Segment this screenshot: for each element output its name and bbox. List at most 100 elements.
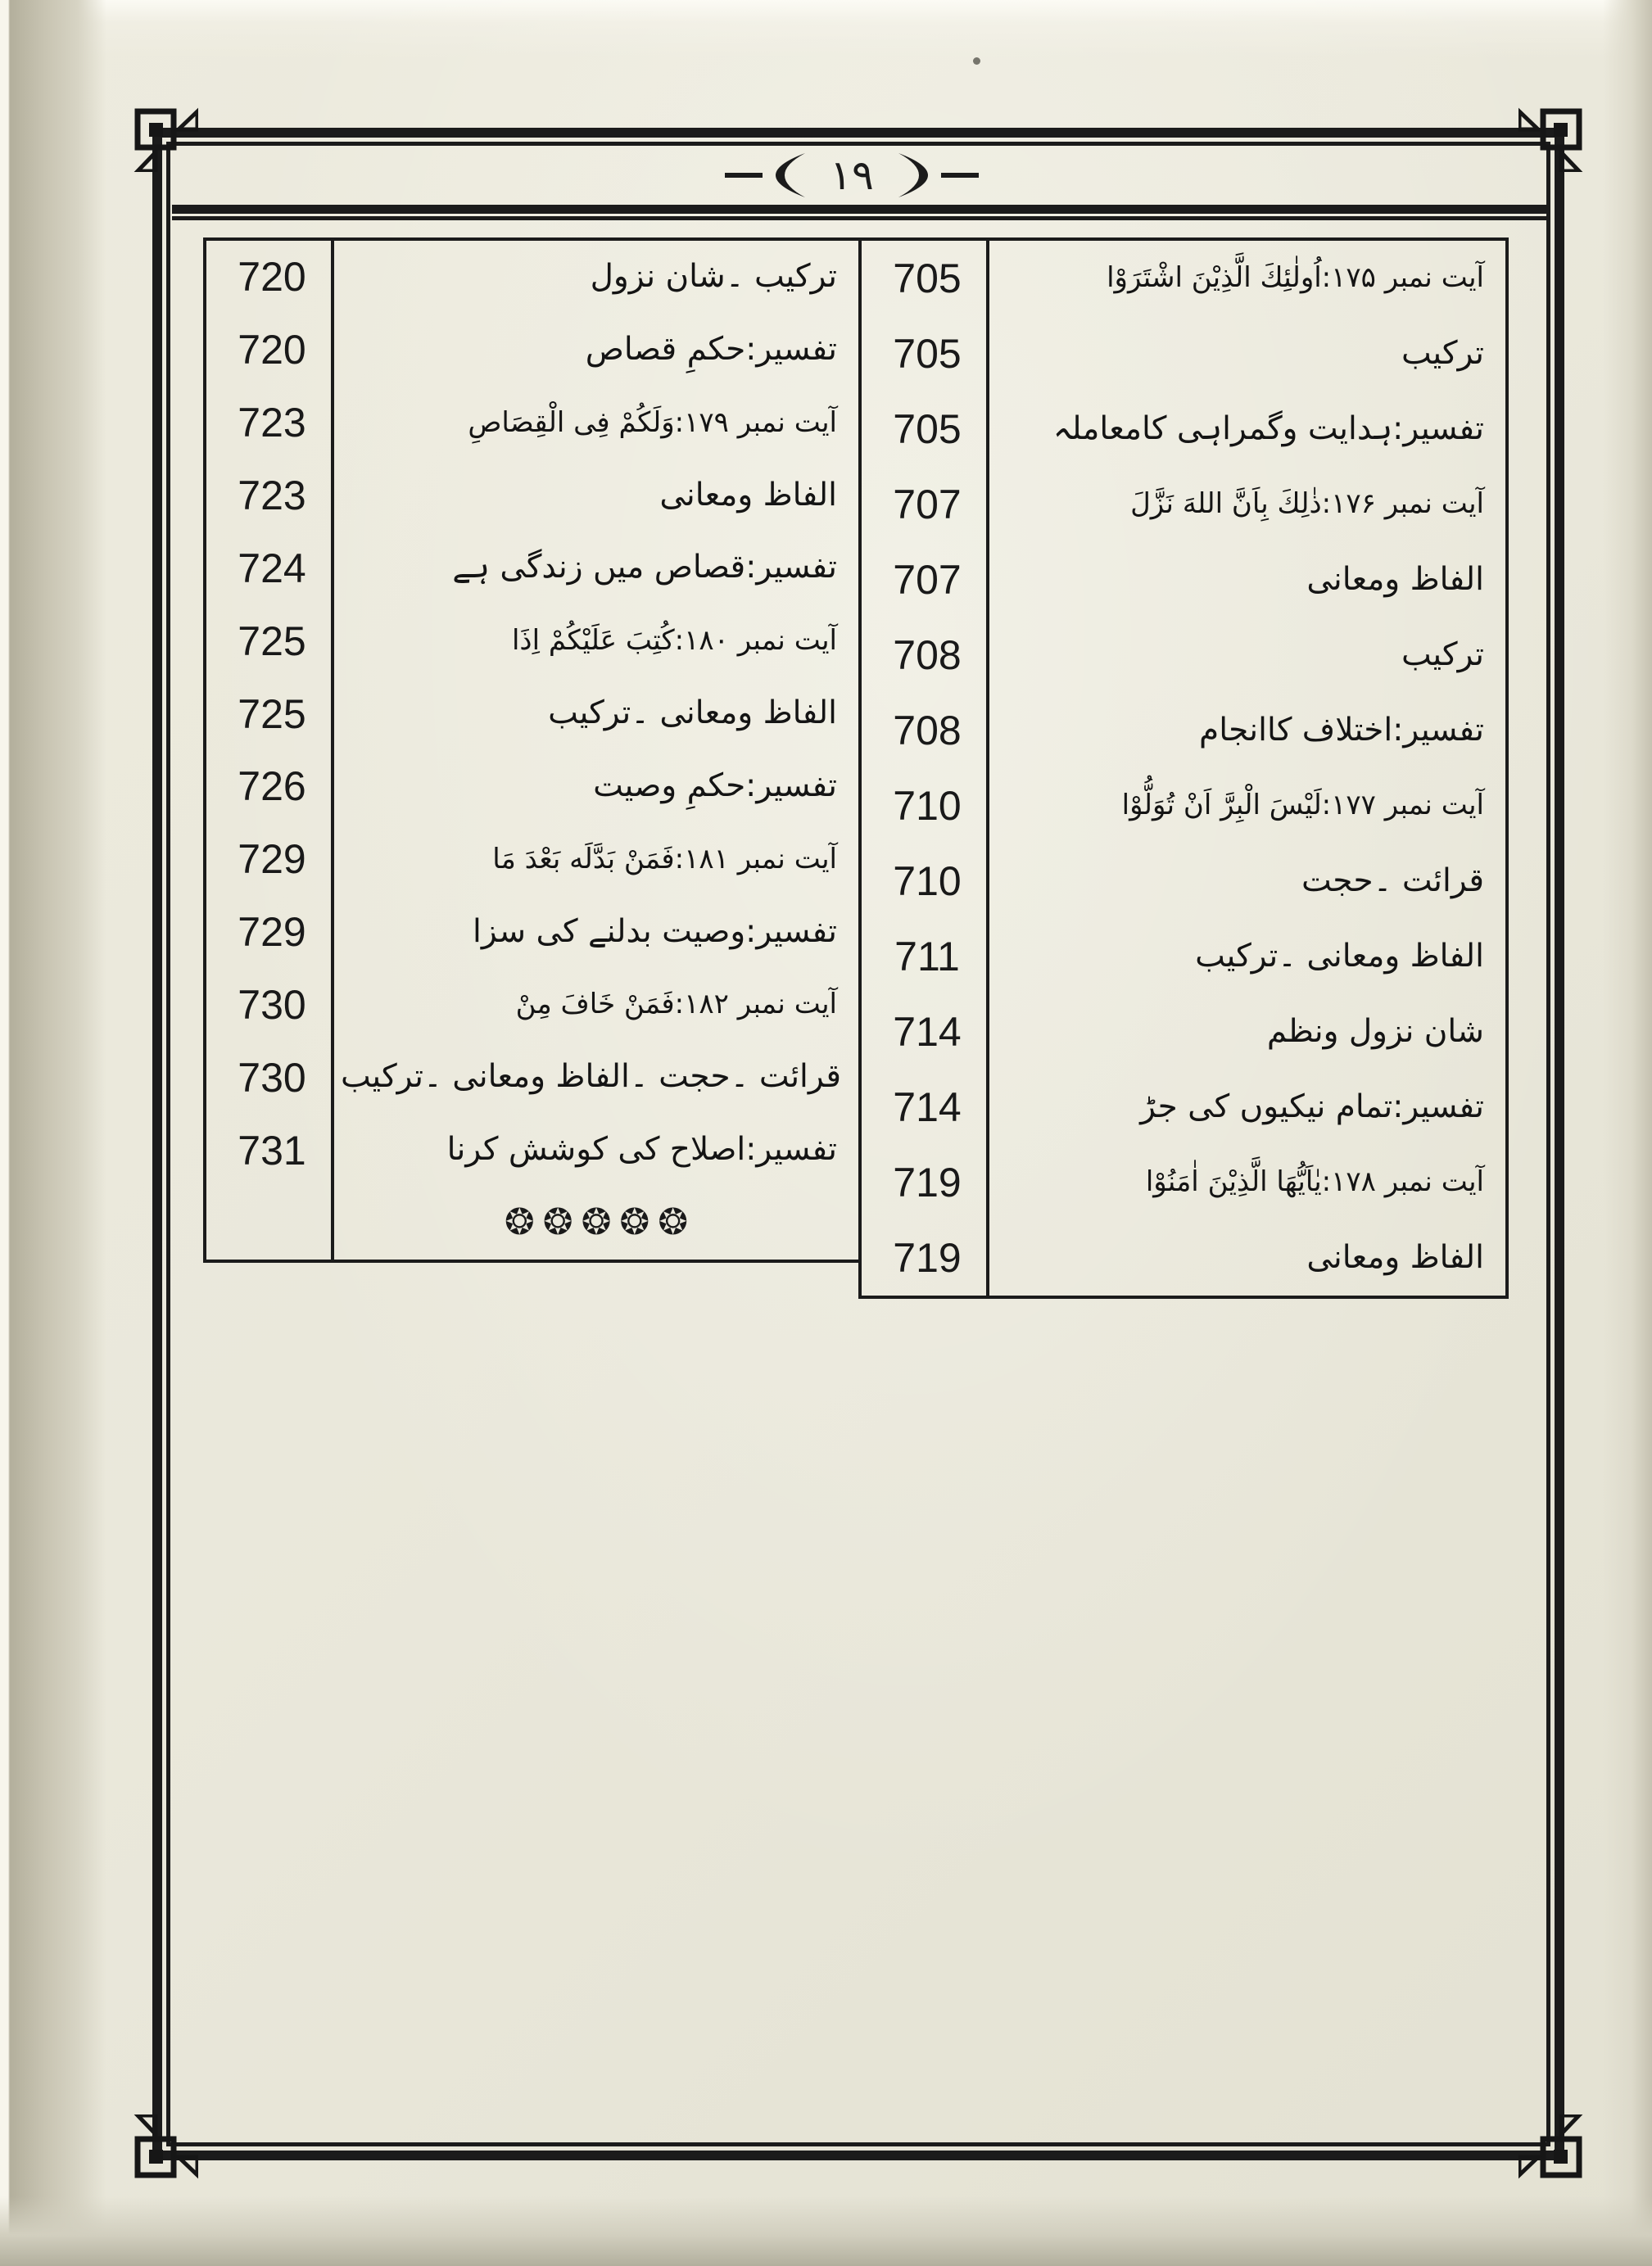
toc-row: 711 الفاظ ومعانی ۔ترکیب bbox=[862, 919, 1505, 994]
toc-page-number: 714 bbox=[893, 1084, 962, 1130]
toc-row: 719 آیت نمبر ۱۷۸:یٰاَیُّهَا الَّذِیْنَ اٰ… bbox=[862, 1145, 1505, 1220]
page-header: ۱۹ bbox=[680, 149, 1024, 201]
scan-speck bbox=[973, 57, 980, 65]
toc-entry-title: آیت نمبر ۱۷۹:وَلَكُمْ فِی الْقِصَاصِ bbox=[468, 405, 837, 439]
toc-table-right-section: 705 آیت نمبر ۱۷۵:اُولٰئِكَ الَّذِیْنَ اشْ… bbox=[858, 237, 1509, 1299]
toc-page-number: 707 bbox=[893, 557, 962, 603]
toc-page-number: 705 bbox=[893, 331, 962, 377]
toc-row: 725 الفاظ ومعانی ۔ترکیب bbox=[206, 677, 858, 750]
toc-entry-title: الفاظ ومعانی bbox=[659, 476, 837, 513]
toc-entry-title: تفسیر:حکمِ قصاص bbox=[585, 330, 837, 368]
toc-row: 726 تفسیر:حکمِ وصیت bbox=[206, 750, 858, 823]
toc-entry-title: آیت نمبر ۱۸۲:فَمَنْ خَافَ مِنْ bbox=[515, 988, 837, 1021]
toc-entry-title: آیت نمبر ۱۷۶:ذٰلِكَ بِاَنَّ اللهَ نَزَّل… bbox=[1130, 487, 1484, 521]
column-divider bbox=[331, 241, 334, 1260]
toc-row: 708 تفسیر:اختلاف کاانجام bbox=[862, 693, 1505, 768]
toc-page-number: 708 bbox=[893, 708, 962, 753]
toc-row: 705 تفسیر:ہدایت وگمراہی کامعاملہ bbox=[862, 391, 1505, 467]
toc-entry-title: شان نزول ونظم bbox=[1266, 1012, 1484, 1050]
toc-row: 719 الفاظ ومعانی bbox=[862, 1220, 1505, 1296]
toc-entry-title: آیت نمبر ۱۸۱:فَمَنْ بَدَّلَه بَعْدَ مَا bbox=[492, 842, 837, 875]
toc-row: 710 قرائت ۔حجت bbox=[862, 844, 1505, 919]
toc-page-number: 720 bbox=[238, 327, 306, 373]
toc-page-number: 730 bbox=[238, 1054, 306, 1101]
toc-page-number: 708 bbox=[893, 632, 962, 678]
border-corner-square-icon bbox=[133, 2114, 198, 2180]
toc-row: 705 ترکیب bbox=[862, 316, 1505, 391]
toc-page-number: 705 bbox=[893, 406, 962, 452]
toc-entry-title: آیت نمبر ۱۸۰:كُتِبَ عَلَیْكُمْ اِذَا bbox=[511, 624, 837, 658]
toc-row: 720 ترکیب ۔شان نزول bbox=[206, 241, 858, 314]
toc-rows-left: 720 ترکیب ۔شان نزول 720 تفسیر:حکمِ قصاص 723 آ… bbox=[206, 241, 858, 1260]
toc-page-number: 720 bbox=[238, 254, 306, 301]
toc-row: 710 آیت نمبر ۱۷۷:لَیْسَ الْبِرَّ اَنْ تُو… bbox=[862, 768, 1505, 844]
toc-page-number: 726 bbox=[238, 763, 306, 810]
toc-row: 708 ترکیب bbox=[862, 617, 1505, 693]
toc-row: 707 الفاظ ومعانی bbox=[862, 542, 1505, 617]
toc-row: 730 قرائت ۔حجت ۔الفاظ ومعانی ۔ترکیب bbox=[206, 1041, 858, 1114]
page-number: ۱۹ bbox=[830, 152, 874, 199]
toc-page-number: 719 bbox=[893, 1160, 962, 1205]
toc-page-number-empty bbox=[206, 1187, 334, 1260]
toc-entry-title: ترکیب bbox=[1401, 334, 1484, 372]
toc-ornament-row: ❂❂❂❂❂ bbox=[206, 1187, 858, 1260]
eight-pointed-star-icon: ❂❂❂❂❂ bbox=[504, 1201, 697, 1244]
toc-row: 705 آیت نمبر ۱۷۵:اُولٰئِكَ الَّذِیْنَ اشْ… bbox=[862, 241, 1505, 316]
toc-entry-title: الفاظ ومعانی bbox=[1306, 560, 1484, 598]
border-corner-square-icon bbox=[1518, 106, 1584, 172]
toc-page-number: 729 bbox=[238, 909, 306, 956]
decorative-border-frame bbox=[152, 128, 1564, 2160]
toc-rows-right: 705 آیت نمبر ۱۷۵:اُولٰئِكَ الَّذِیْنَ اشْ… bbox=[862, 241, 1505, 1296]
toc-entry-title: الفاظ ومعانی ۔ترکیب bbox=[1195, 937, 1484, 975]
leaf-flourish-icon bbox=[898, 153, 979, 197]
toc-entry-title: آیت نمبر ۱۷۷:لَیْسَ الْبِرَّ اَنْ تُوَلُ… bbox=[1121, 789, 1484, 822]
toc-row: 720 تفسیر:حکمِ قصاص bbox=[206, 314, 858, 387]
toc-entry-title: تفسیر:اصلاح کی کوشش کرنا bbox=[446, 1131, 837, 1169]
toc-entry-title: آیت نمبر ۱۷۵:اُولٰئِكَ الَّذِیْنَ اشْتَر… bbox=[1107, 261, 1484, 295]
toc-row: 724 تفسیر:قصاص میں زندگی ہے bbox=[206, 531, 858, 604]
toc-page-number: 723 bbox=[238, 400, 306, 446]
toc-entry-title: تفسیر:قصاص میں زندگی ہے bbox=[452, 549, 837, 586]
toc-row: 731 تفسیر:اصلاح کی کوشش کرنا bbox=[206, 1114, 858, 1187]
toc-row: 729 آیت نمبر ۱۸۱:فَمَنْ بَدَّلَه بَعْدَ م… bbox=[206, 823, 858, 896]
toc-entry-title: تفسیر:وصیت بدلنے کی سزا bbox=[473, 912, 837, 950]
toc-entry-title: تفسیر:ہدایت وگمراہی کامعاملہ bbox=[1052, 409, 1484, 447]
toc-row: 730 آیت نمبر ۱۸۲:فَمَنْ خَافَ مِنْ bbox=[206, 969, 858, 1042]
toc-table-left-section: 720 ترکیب ۔شان نزول 720 تفسیر:حکمِ قصاص 723 آ… bbox=[203, 237, 858, 1263]
toc-entry-title: تفسیر:اختلاف کاانجام bbox=[1199, 711, 1484, 749]
toc-page-number: 725 bbox=[238, 617, 306, 664]
toc-row: 723 آیت نمبر ۱۷۹:وَلَكُمْ فِی الْقِصَاصِ bbox=[206, 387, 858, 459]
toc-page-number: 711 bbox=[894, 934, 960, 979]
toc-row: 714 شان نزول ونظم bbox=[862, 994, 1505, 1070]
toc-page-number: 705 bbox=[893, 256, 962, 301]
toc-entry-title: آیت نمبر ۱۷۸:یٰاَیُّهَا الَّذِیْنَ اٰمَن… bbox=[1145, 1165, 1484, 1199]
toc-row: 707 آیت نمبر ۱۷۶:ذٰلِكَ بِاَنَّ اللهَ نَز… bbox=[862, 467, 1505, 542]
toc-entry-title: الفاظ ومعانی bbox=[1306, 1238, 1484, 1276]
toc-entry-title: تفسیر:تمام نیکیوں کی جڑ bbox=[1140, 1088, 1484, 1125]
toc-page-number: 710 bbox=[893, 858, 962, 904]
column-divider bbox=[986, 241, 989, 1296]
toc-entry-title: الفاظ ومعانی ۔ترکیب bbox=[548, 694, 837, 732]
toc-page-number: 729 bbox=[238, 836, 306, 883]
toc-entry-title: تفسیر:حکمِ وصیت bbox=[593, 767, 837, 805]
toc-entry-title: قرائت ۔حجت bbox=[1301, 862, 1484, 899]
toc-page-number: 725 bbox=[238, 690, 306, 737]
toc-row: 714 تفسیر:تمام نیکیوں کی جڑ bbox=[862, 1070, 1505, 1145]
toc-entry-title: ترکیب ۔شان نزول bbox=[590, 258, 837, 295]
toc-row: 729 تفسیر:وصیت بدلنے کی سزا bbox=[206, 896, 858, 969]
toc-page-number: 714 bbox=[893, 1009, 962, 1055]
toc-row: 723 الفاظ ومعانی bbox=[206, 459, 858, 532]
toc-page-number: 707 bbox=[893, 482, 962, 527]
header-divider-line bbox=[172, 205, 1546, 220]
toc-page-number: 710 bbox=[893, 783, 962, 829]
toc-page-number: 730 bbox=[238, 982, 306, 1029]
border-corner-square-icon bbox=[1518, 2114, 1584, 2180]
leaf-flourish-icon bbox=[725, 153, 806, 197]
toc-entry-title: ترکیب bbox=[1401, 635, 1484, 673]
toc-row: 725 آیت نمبر ۱۸۰:كُتِبَ عَلَیْكُمْ اِذَا bbox=[206, 604, 858, 677]
toc-entry-title: قرائت ۔حجت ۔الفاظ ومعانی ۔ترکیب bbox=[341, 1058, 842, 1096]
toc-page-number: 719 bbox=[893, 1235, 962, 1281]
border-corner-square-icon bbox=[134, 107, 198, 172]
